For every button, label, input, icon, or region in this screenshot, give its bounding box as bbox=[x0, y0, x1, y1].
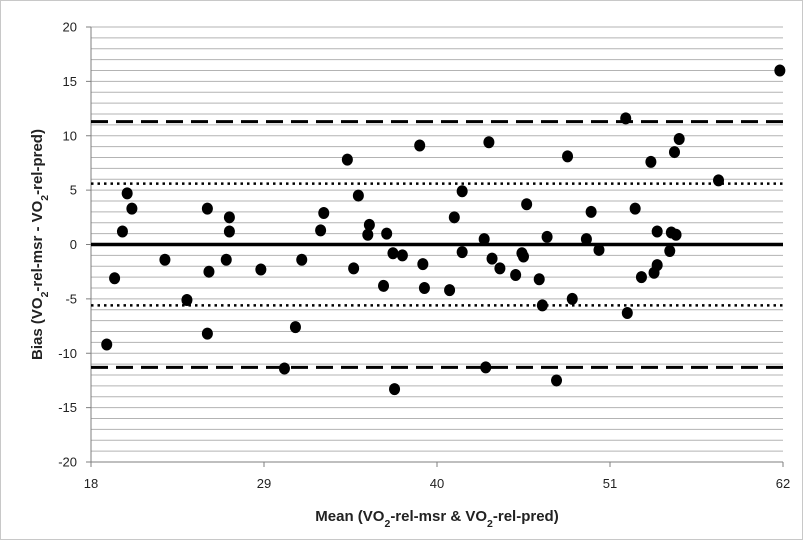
data-point bbox=[456, 185, 468, 198]
data-point bbox=[363, 218, 375, 231]
data-points bbox=[101, 64, 786, 396]
axes bbox=[86, 26, 784, 467]
data-point bbox=[418, 282, 430, 294]
subscript: 2 bbox=[39, 195, 51, 201]
y-tick-label: -15 bbox=[58, 400, 77, 415]
data-point bbox=[352, 189, 364, 202]
data-point bbox=[651, 225, 663, 238]
data-point bbox=[414, 139, 426, 152]
x-tick-label: 62 bbox=[776, 476, 790, 491]
data-point bbox=[593, 243, 605, 256]
data-point bbox=[318, 206, 330, 219]
y-axis-title: Bias (VO2-rel-msr - VO2-rel-pred) bbox=[29, 129, 51, 360]
data-point bbox=[521, 198, 533, 211]
data-point bbox=[126, 202, 138, 215]
data-point bbox=[159, 253, 171, 266]
data-point bbox=[580, 233, 592, 246]
data-point bbox=[116, 225, 128, 238]
data-point bbox=[566, 292, 578, 305]
data-point bbox=[551, 374, 563, 387]
data-point bbox=[101, 338, 113, 351]
data-point bbox=[562, 150, 574, 163]
data-point bbox=[713, 174, 725, 187]
data-point bbox=[629, 202, 641, 215]
data-point bbox=[483, 136, 495, 149]
data-point bbox=[278, 362, 290, 375]
y-tick-label: 5 bbox=[70, 183, 77, 198]
y-tick-label: 15 bbox=[63, 74, 77, 89]
data-point bbox=[315, 224, 327, 237]
data-point bbox=[223, 225, 235, 238]
data-point bbox=[456, 246, 468, 259]
data-point bbox=[223, 211, 235, 224]
data-point bbox=[121, 187, 133, 200]
data-point bbox=[670, 228, 682, 241]
data-point bbox=[220, 253, 232, 266]
data-point bbox=[536, 299, 548, 312]
data-point bbox=[341, 153, 353, 166]
tick-labels: -20 -15 -10 -5 0 5 10 15 20 18 29 40 51 62 bbox=[58, 20, 790, 492]
data-point bbox=[510, 268, 522, 281]
title-part: Bias (VO bbox=[29, 297, 46, 360]
data-point bbox=[480, 361, 492, 374]
y-tick-label: 0 bbox=[70, 237, 77, 252]
y-tick-label: 20 bbox=[63, 20, 77, 35]
data-point bbox=[255, 263, 267, 276]
data-point bbox=[518, 250, 529, 263]
y-tick-label: -20 bbox=[58, 455, 77, 470]
data-point bbox=[645, 155, 657, 168]
data-point bbox=[417, 258, 429, 271]
data-point bbox=[387, 247, 399, 260]
data-point bbox=[289, 321, 301, 334]
x-tick-label: 29 bbox=[257, 476, 271, 491]
data-point bbox=[296, 253, 308, 266]
data-point bbox=[673, 133, 685, 146]
data-point bbox=[109, 272, 121, 285]
data-point bbox=[362, 228, 374, 241]
subscript: 2 bbox=[384, 518, 390, 530]
data-point bbox=[585, 205, 597, 218]
data-point bbox=[668, 146, 680, 159]
data-point bbox=[541, 230, 553, 243]
data-point bbox=[444, 284, 456, 297]
data-point bbox=[448, 211, 460, 224]
data-point bbox=[478, 233, 490, 246]
x-tick-label: 18 bbox=[84, 476, 98, 491]
data-point bbox=[651, 259, 663, 272]
data-point bbox=[774, 64, 786, 77]
data-point bbox=[201, 202, 213, 215]
subscript: 2 bbox=[487, 518, 493, 530]
data-point bbox=[389, 383, 401, 396]
title-part: -rel-pred) bbox=[493, 508, 559, 525]
y-tick-label: 10 bbox=[63, 128, 77, 143]
data-point bbox=[486, 252, 498, 265]
y-tick-label: -10 bbox=[58, 346, 77, 361]
data-point bbox=[664, 245, 676, 258]
data-point bbox=[533, 273, 545, 286]
x-tick-label: 40 bbox=[430, 476, 444, 491]
x-axis-title: Mean (VO2-rel-msr & VO2-rel-pred) bbox=[315, 508, 558, 530]
data-point bbox=[201, 327, 213, 340]
x-tick-label: 51 bbox=[603, 476, 617, 491]
title-part: -rel-msr & VO bbox=[390, 508, 487, 525]
data-point bbox=[378, 279, 390, 292]
data-point bbox=[181, 293, 193, 306]
data-point bbox=[396, 249, 408, 262]
data-point bbox=[621, 307, 633, 320]
title-part: -rel-msr - VO bbox=[29, 200, 46, 291]
subscript: 2 bbox=[39, 291, 51, 297]
data-point bbox=[381, 227, 393, 240]
data-point bbox=[203, 265, 215, 278]
data-point bbox=[635, 271, 647, 284]
data-point bbox=[348, 262, 360, 275]
reference-lines bbox=[91, 120, 783, 369]
title-part: -rel-pred) bbox=[29, 129, 46, 195]
y-tick-label: -5 bbox=[65, 291, 77, 306]
title-part: Mean (VO bbox=[315, 508, 385, 525]
data-point bbox=[620, 112, 632, 125]
data-point bbox=[494, 262, 506, 275]
